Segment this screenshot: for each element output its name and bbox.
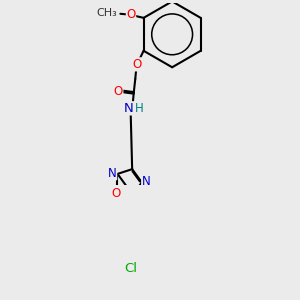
Text: H: H (134, 102, 143, 115)
Text: CH₃: CH₃ (97, 8, 118, 18)
Text: O: O (126, 8, 136, 22)
Text: N: N (108, 167, 117, 180)
Text: O: O (114, 85, 123, 98)
Text: N: N (142, 175, 150, 188)
Text: Cl: Cl (125, 262, 138, 275)
Text: O: O (132, 58, 142, 71)
Text: O: O (111, 187, 120, 200)
Text: N: N (124, 102, 134, 115)
